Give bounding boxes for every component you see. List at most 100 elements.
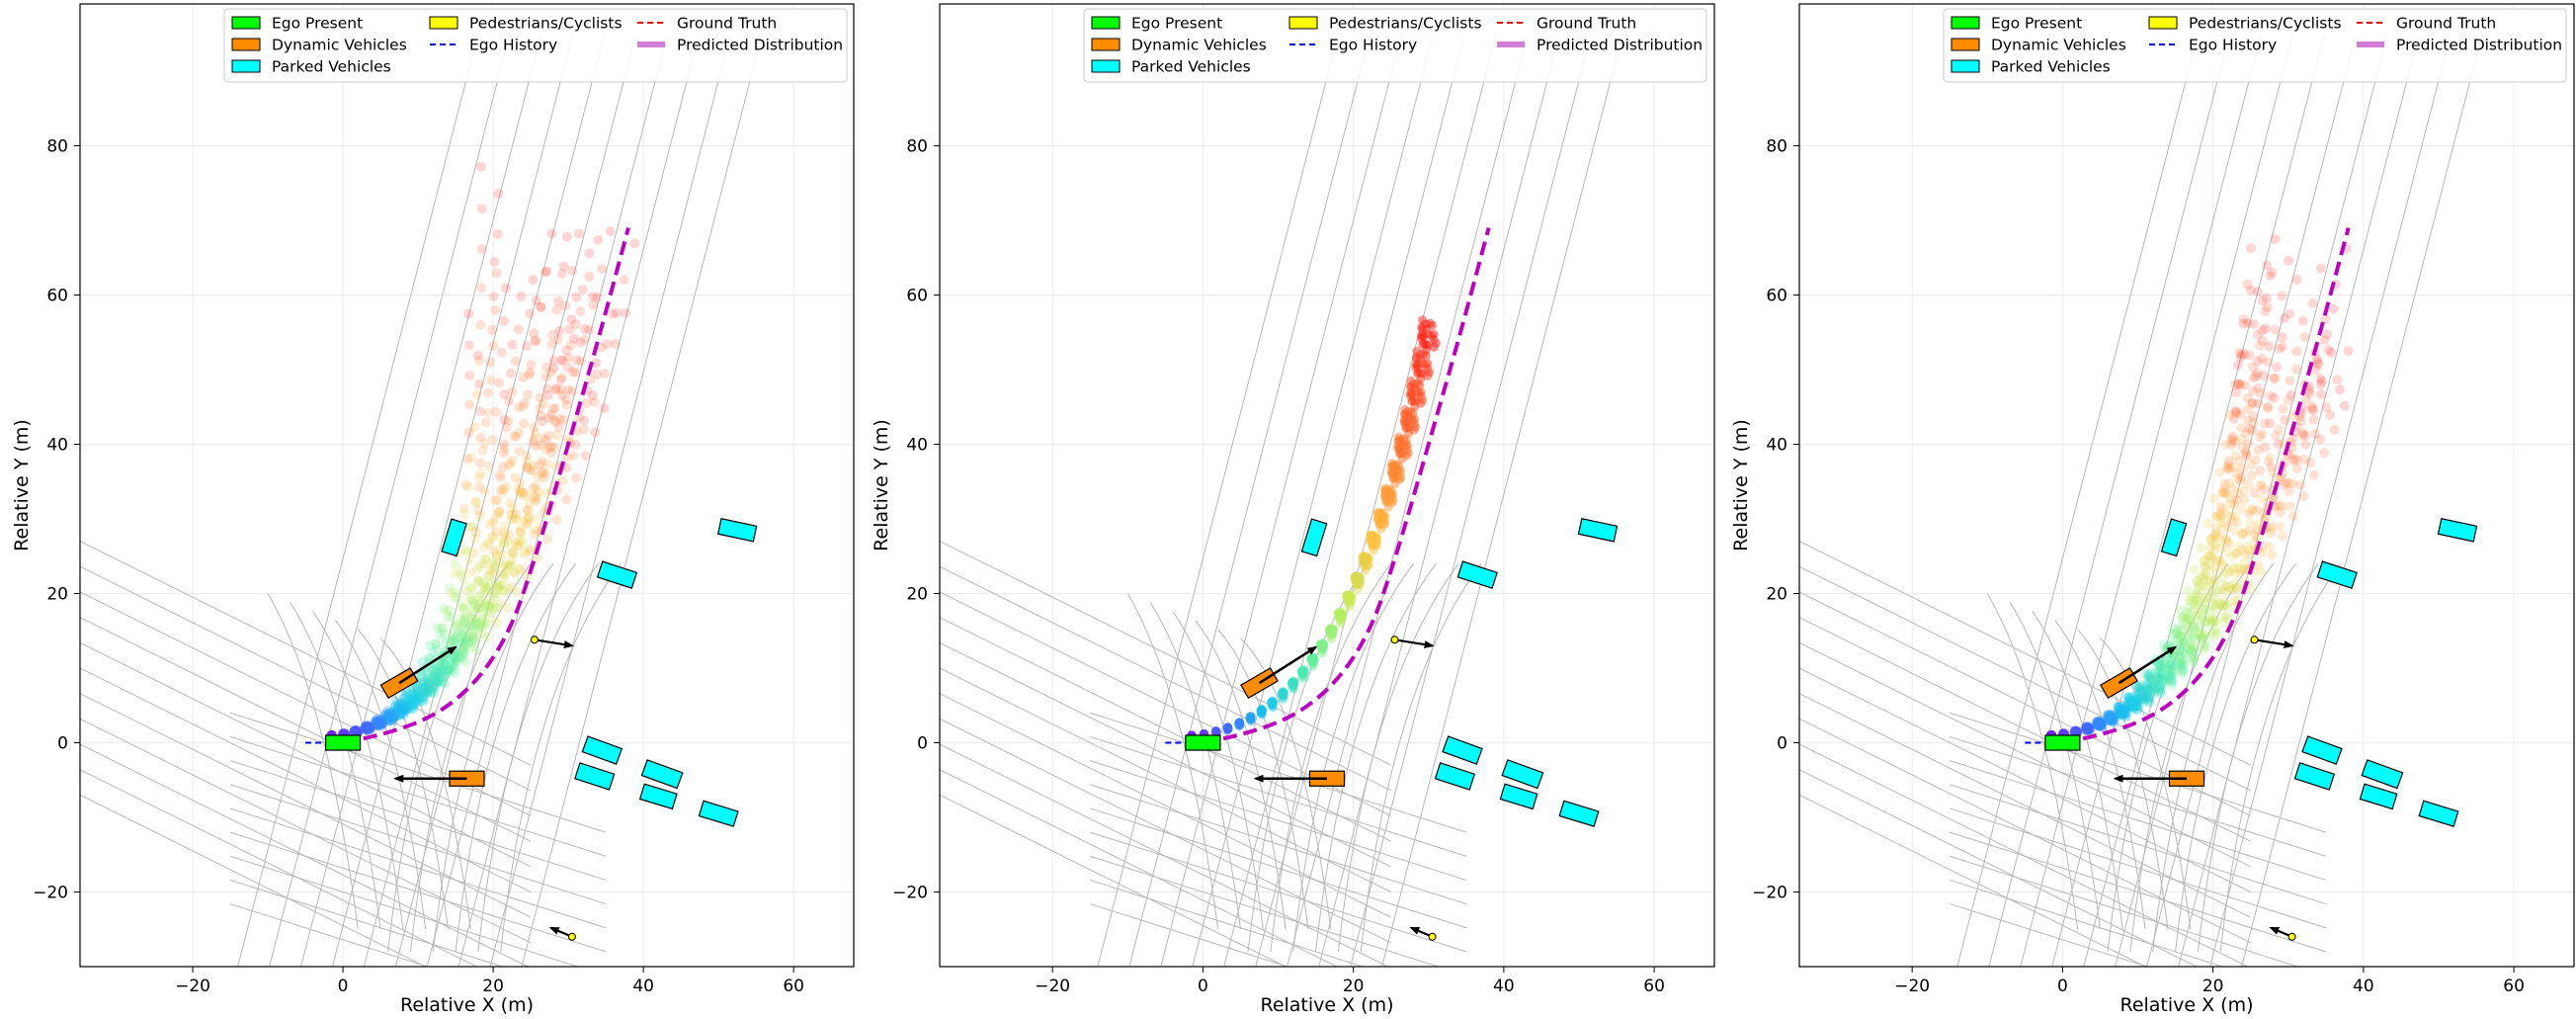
prediction-point bbox=[380, 709, 391, 720]
prediction-point bbox=[2112, 709, 2122, 720]
prediction-point bbox=[550, 384, 561, 395]
prediction-point bbox=[2230, 406, 2241, 417]
prediction-point bbox=[426, 680, 437, 691]
prediction-point bbox=[397, 705, 408, 716]
lane-curve bbox=[2129, 562, 2252, 952]
prediction-point bbox=[2184, 637, 2195, 647]
prediction-point bbox=[2128, 696, 2139, 707]
prediction-point bbox=[2236, 471, 2247, 482]
prediction-point bbox=[2093, 721, 2104, 731]
prediction-point bbox=[424, 680, 435, 691]
prediction-point bbox=[2146, 682, 2157, 693]
prediction-point bbox=[2197, 604, 2207, 615]
prediction-point bbox=[500, 565, 511, 576]
prediction-point bbox=[2242, 404, 2253, 415]
prediction-point bbox=[2241, 451, 2252, 462]
prediction-point bbox=[2200, 637, 2210, 648]
prediction-point bbox=[394, 706, 405, 717]
prediction-point bbox=[560, 300, 571, 311]
prediction-point bbox=[493, 584, 504, 595]
prediction-point bbox=[476, 244, 487, 255]
prediction-point bbox=[1222, 723, 1232, 733]
prediction-point bbox=[2216, 487, 2227, 498]
prediction-point bbox=[2183, 621, 2194, 632]
prediction-point bbox=[510, 356, 521, 367]
prediction-point bbox=[387, 714, 398, 724]
prediction-point bbox=[372, 720, 382, 730]
prediction-point bbox=[2259, 418, 2270, 429]
prediction-point bbox=[411, 691, 422, 702]
prediction-point bbox=[2197, 632, 2207, 642]
prediction-point bbox=[445, 636, 456, 646]
prediction-point bbox=[2193, 599, 2203, 610]
prediction-point bbox=[2093, 718, 2104, 728]
prediction-point bbox=[475, 319, 486, 330]
plot-content bbox=[80, 4, 854, 967]
prediction-point bbox=[2309, 428, 2320, 439]
lane-line bbox=[1255, 34, 1497, 967]
prediction-point bbox=[513, 427, 524, 438]
prediction-point bbox=[2154, 681, 2165, 692]
prediction-point bbox=[529, 513, 540, 524]
prediction-point bbox=[2252, 287, 2263, 297]
lane-line bbox=[1090, 807, 1466, 929]
prediction-point bbox=[505, 509, 516, 520]
prediction-point bbox=[416, 684, 427, 695]
prediction-point bbox=[482, 538, 493, 549]
prediction-point bbox=[2218, 487, 2229, 498]
prediction-point bbox=[504, 395, 515, 406]
prediction-point bbox=[399, 693, 410, 704]
prediction-point bbox=[352, 726, 363, 737]
prediction-point bbox=[474, 591, 485, 602]
prediction-point bbox=[491, 550, 502, 560]
prediction-point bbox=[1316, 639, 1326, 649]
prediction-point bbox=[2246, 469, 2257, 480]
prediction-point bbox=[568, 451, 579, 462]
prediction-point bbox=[2224, 566, 2235, 577]
prediction-point bbox=[437, 676, 448, 687]
prediction-point bbox=[488, 546, 499, 556]
prediction-point bbox=[2217, 584, 2228, 595]
prediction-point bbox=[2269, 392, 2280, 403]
prediction-point bbox=[455, 638, 465, 649]
prediction-point bbox=[400, 699, 411, 710]
prediction-point bbox=[470, 527, 481, 538]
prediction-point bbox=[2280, 414, 2290, 425]
prediction-point bbox=[453, 652, 463, 663]
prediction-point bbox=[436, 623, 447, 634]
prediction-point bbox=[2242, 542, 2253, 552]
prediction-point bbox=[351, 726, 362, 737]
prediction-point bbox=[2240, 428, 2251, 439]
prediction-point bbox=[505, 497, 516, 508]
pedestrian-marker bbox=[1390, 636, 1399, 644]
prediction-point bbox=[468, 631, 479, 641]
y-tick-label: 80 bbox=[46, 136, 68, 156]
prediction-point bbox=[2117, 710, 2127, 721]
lane-curve bbox=[2054, 620, 2146, 930]
prediction-point bbox=[2127, 699, 2138, 710]
prediction-point bbox=[608, 309, 619, 320]
prediction-point bbox=[425, 672, 436, 683]
x-axis-label: Relative X (m) bbox=[2119, 994, 2253, 1016]
prediction-point bbox=[2307, 405, 2318, 416]
prediction-point bbox=[496, 550, 507, 560]
prediction-point bbox=[351, 725, 362, 736]
prediction-point bbox=[553, 422, 564, 433]
prediction-point bbox=[481, 601, 492, 612]
prediction-point bbox=[2232, 517, 2243, 528]
prediction-point bbox=[483, 600, 494, 611]
prediction-point bbox=[406, 693, 417, 704]
prediction-point bbox=[2247, 362, 2258, 373]
prediction-point bbox=[2300, 393, 2311, 404]
prediction-point bbox=[619, 274, 629, 285]
x-axis-label: Relative X (m) bbox=[400, 994, 534, 1016]
prediction-point bbox=[2160, 676, 2171, 687]
lane-line bbox=[80, 641, 532, 868]
prediction-point bbox=[423, 678, 434, 689]
prediction-point bbox=[2268, 492, 2279, 503]
prediction-point bbox=[2156, 675, 2167, 686]
prediction-point bbox=[2269, 373, 2280, 383]
prediction-point bbox=[521, 341, 532, 352]
prediction-point bbox=[375, 717, 386, 727]
prediction-point bbox=[2095, 721, 2106, 731]
